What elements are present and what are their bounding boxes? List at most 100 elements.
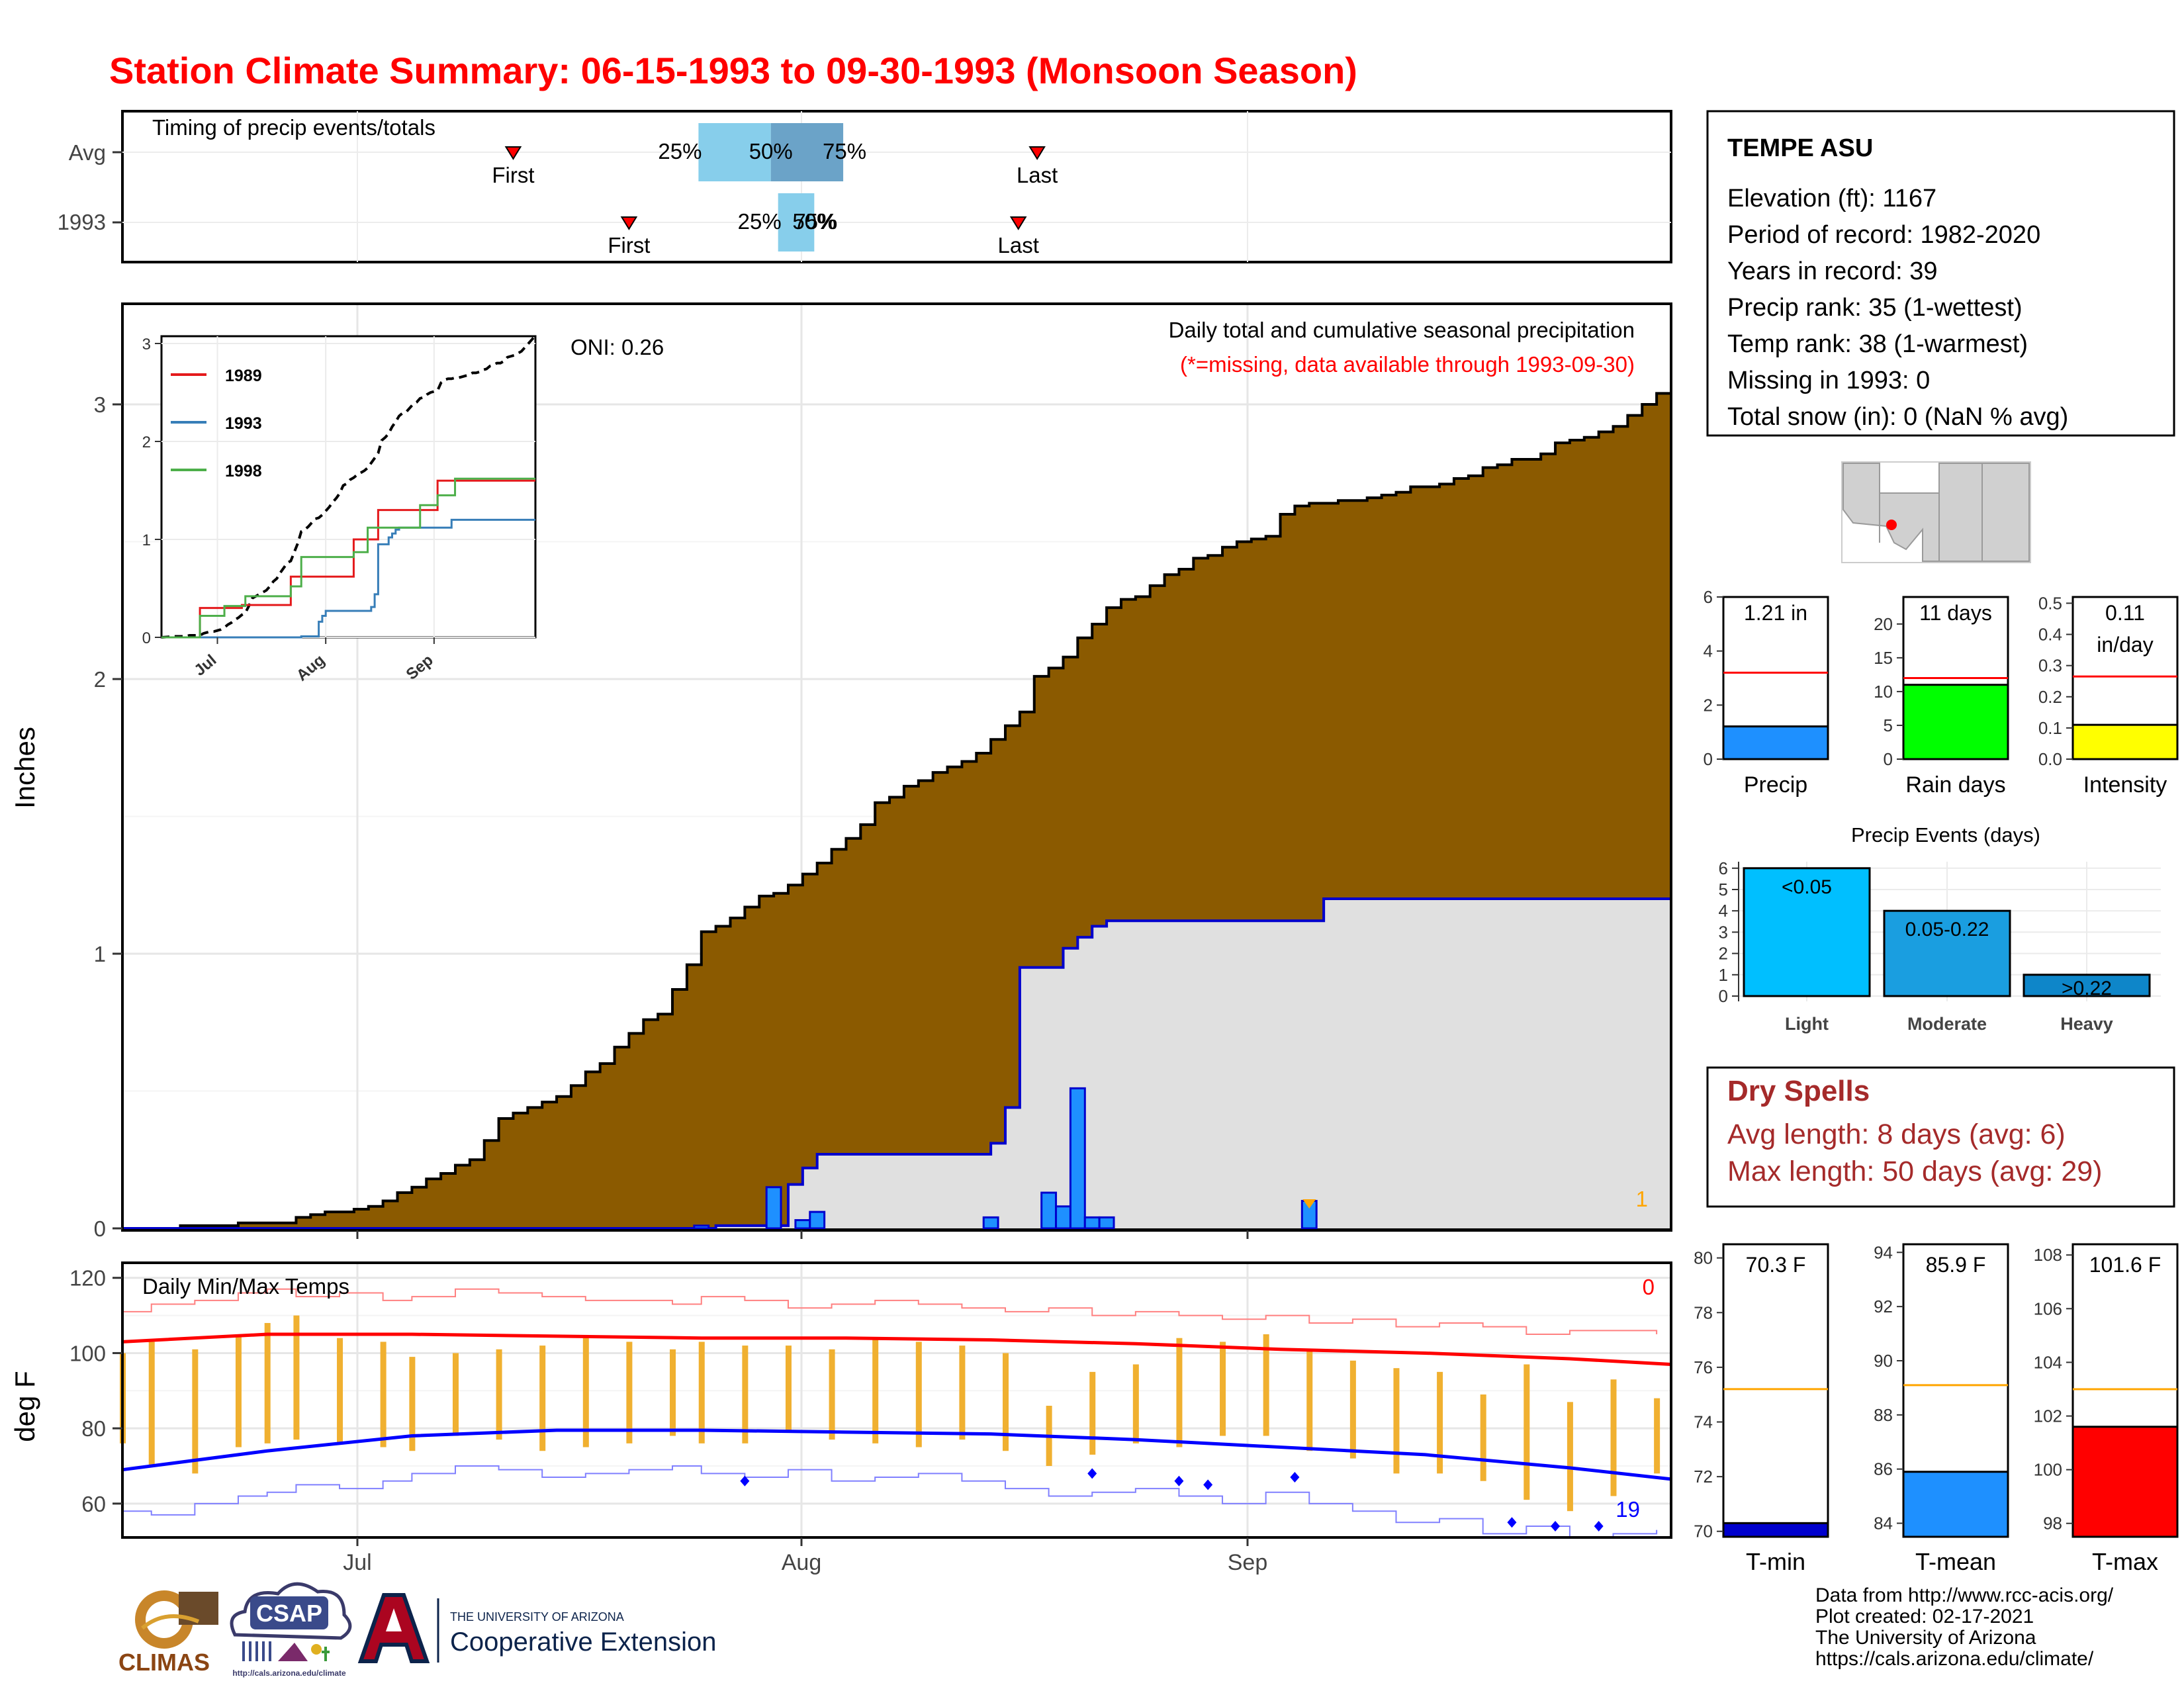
daily-temp-bar-35 bbox=[1567, 1402, 1573, 1512]
timing-1993-q50-label: 50% bbox=[792, 209, 836, 234]
precip-events-bar-2 bbox=[2023, 974, 2151, 997]
station-period: Period of record: 1982-2020 bbox=[1727, 221, 2040, 249]
daily-temp-bar-11 bbox=[539, 1346, 546, 1451]
timing-1993-q25-q50-box bbox=[778, 193, 815, 251]
intensity-tick-label-1: 0.1 bbox=[2038, 718, 2062, 738]
intensity-tick-label-0: 0.0 bbox=[2038, 749, 2062, 769]
timing-1993-first-label: First bbox=[608, 233, 650, 257]
t-mean-bar bbox=[1902, 1471, 2009, 1538]
heavy-event-marker bbox=[1302, 1199, 1316, 1209]
inset-y-label-3: 3 bbox=[142, 336, 151, 353]
temperature-y-axis: 60 80 100 120 bbox=[69, 1266, 1249, 1546]
temp-y-label-1: 80 bbox=[81, 1416, 106, 1441]
timing-avg-q75-label: 75% bbox=[823, 139, 866, 163]
temp-y-label-2: 100 bbox=[69, 1341, 106, 1365]
temp-y-label-0: 60 bbox=[81, 1492, 106, 1516]
inset-frame bbox=[160, 335, 537, 639]
x-tick-sep: Sep bbox=[1228, 1550, 1268, 1575]
x-tick-jul: Jul bbox=[343, 1550, 371, 1575]
temp-y-label-3: 120 bbox=[69, 1266, 106, 1291]
rain-days-label: Rain days bbox=[1905, 772, 2005, 798]
precip-events-tick-label-5: 5 bbox=[1719, 880, 1728, 899]
rain-days-bar bbox=[1902, 684, 2009, 760]
record-low-marker-6 bbox=[1551, 1520, 1561, 1531]
t-mean-tick-label-2: 88 bbox=[1874, 1405, 1893, 1425]
dry-spells-max: Max length: 50 days (avg: 29) bbox=[1727, 1156, 2102, 1187]
ua-logo: THE UNIVERSITY OF ARIZONA Cooperative Ex… bbox=[357, 1593, 716, 1663]
timing-avg-last-marker bbox=[1028, 146, 1046, 160]
station-elevation: Elevation (ft): 1167 bbox=[1727, 185, 1936, 212]
rain-days-tick-label-1: 5 bbox=[1884, 715, 1893, 735]
daily-temp-bar-24 bbox=[1089, 1371, 1096, 1455]
t-max-tick-label-0: 98 bbox=[2043, 1514, 2062, 1533]
t-mean-tick-label-0: 84 bbox=[1874, 1514, 1893, 1533]
intensity-tick-label-2: 0.2 bbox=[2038, 687, 2062, 707]
ua-name: THE UNIVERSITY OF ARIZONA bbox=[450, 1610, 624, 1623]
inset-series-1998 bbox=[161, 477, 535, 639]
precip-corner-count: 1 bbox=[1636, 1187, 1648, 1211]
daily-temp-bar-14 bbox=[670, 1349, 676, 1436]
daily-temp-bar-13 bbox=[626, 1342, 633, 1443]
t-mean-tick-label-5: 94 bbox=[1874, 1242, 1893, 1262]
daily-temp-bar-31 bbox=[1393, 1368, 1400, 1474]
daily-temp-bar-30 bbox=[1349, 1360, 1356, 1459]
legend-label-1993: 1993 bbox=[225, 414, 262, 433]
precip-note: Daily total and cumulative seasonal prec… bbox=[1169, 318, 1635, 342]
dry-spells-title: Dry Spells bbox=[1727, 1075, 1870, 1107]
t-min-tick-label-2: 74 bbox=[1694, 1412, 1713, 1432]
daily-temp-bar-1 bbox=[148, 1342, 155, 1466]
t-max-tick-label-4: 106 bbox=[2034, 1299, 2062, 1318]
record-low-marker-2 bbox=[1174, 1475, 1184, 1486]
daily-temp-bar-9 bbox=[452, 1353, 459, 1436]
precip-events-category-0: Light bbox=[1785, 1014, 1829, 1034]
t-min-tick-label-4: 78 bbox=[1694, 1303, 1713, 1322]
rain-days-tick-label-2: 10 bbox=[1874, 682, 1893, 702]
precip-value: 1.21 in bbox=[1744, 601, 1807, 625]
csap-logo: CSAP http://cals.arizona.edu/climate bbox=[230, 1582, 352, 1678]
inset-plot bbox=[161, 334, 537, 639]
t-min-label: T-min bbox=[1746, 1548, 1805, 1575]
daily-temp-bar-10 bbox=[496, 1349, 502, 1440]
t-max-tick-label-5: 108 bbox=[2034, 1245, 2062, 1265]
daily-precip-bar-3 bbox=[809, 1211, 826, 1230]
credit-data-source: Data from http://www.rcc-acis.org/ bbox=[1815, 1584, 2114, 1606]
intensity-value-unit: in/day bbox=[2097, 633, 2153, 657]
timing-label: Timing of precip events/totals bbox=[152, 115, 435, 140]
credit-university: The University of Arizona bbox=[1815, 1627, 2036, 1649]
record-low-marker-5 bbox=[1507, 1517, 1517, 1528]
t-max-tick-label-3: 104 bbox=[2034, 1352, 2062, 1372]
daily-temp-bar-29 bbox=[1306, 1349, 1313, 1451]
record-low-marker-7 bbox=[1594, 1520, 1604, 1531]
t-mean-tick-label-4: 92 bbox=[1874, 1297, 1893, 1316]
rain-days-tick-label-0: 0 bbox=[1884, 749, 1893, 769]
t-mean-tick-label-1: 86 bbox=[1874, 1459, 1893, 1479]
inset-series-1993 bbox=[161, 518, 535, 639]
avg-min-line bbox=[122, 1428, 1672, 1481]
daily-precip-bar-1 bbox=[765, 1186, 782, 1230]
station-temp-rank: Temp rank: 38 (1-warmest) bbox=[1727, 330, 2028, 358]
daily-temp-bar-34 bbox=[1524, 1364, 1530, 1500]
timing-row-avg: Avg bbox=[69, 140, 106, 165]
season-summary-bars: 1.21 in Precip 0 2 4 6 11 days Rain days 0 5 10 15 2… bbox=[1704, 587, 2179, 798]
precip-tick-label-2: 4 bbox=[1704, 641, 1713, 661]
t-max-value: 101.6 F bbox=[2089, 1253, 2161, 1277]
intensity-tick-label-5: 0.5 bbox=[2038, 593, 2062, 613]
rain-days-tick-label-3: 15 bbox=[1874, 648, 1893, 668]
credits: Data from http://www.rcc-acis.org/ Plot … bbox=[1815, 1584, 2114, 1670]
x-tick-aug: Aug bbox=[782, 1550, 822, 1575]
record-low-marker-4 bbox=[1290, 1472, 1300, 1483]
timing-avg-q50-q75-box bbox=[770, 123, 844, 181]
daily-temp-bar-5 bbox=[293, 1315, 300, 1440]
t-max-tick-label-2: 102 bbox=[2034, 1406, 2062, 1426]
csap-url: http://cals.arizona.edu/climate bbox=[232, 1668, 346, 1678]
station-frame bbox=[1706, 110, 2175, 437]
intensity-value: 0.11 bbox=[2105, 601, 2145, 625]
daily-temp-bar-6 bbox=[337, 1338, 343, 1443]
daily-precip-bar-8 bbox=[1083, 1216, 1101, 1230]
precip-events-title: Precip Events (days) bbox=[1851, 823, 2040, 846]
timing-1993-last-marker bbox=[1009, 216, 1027, 230]
